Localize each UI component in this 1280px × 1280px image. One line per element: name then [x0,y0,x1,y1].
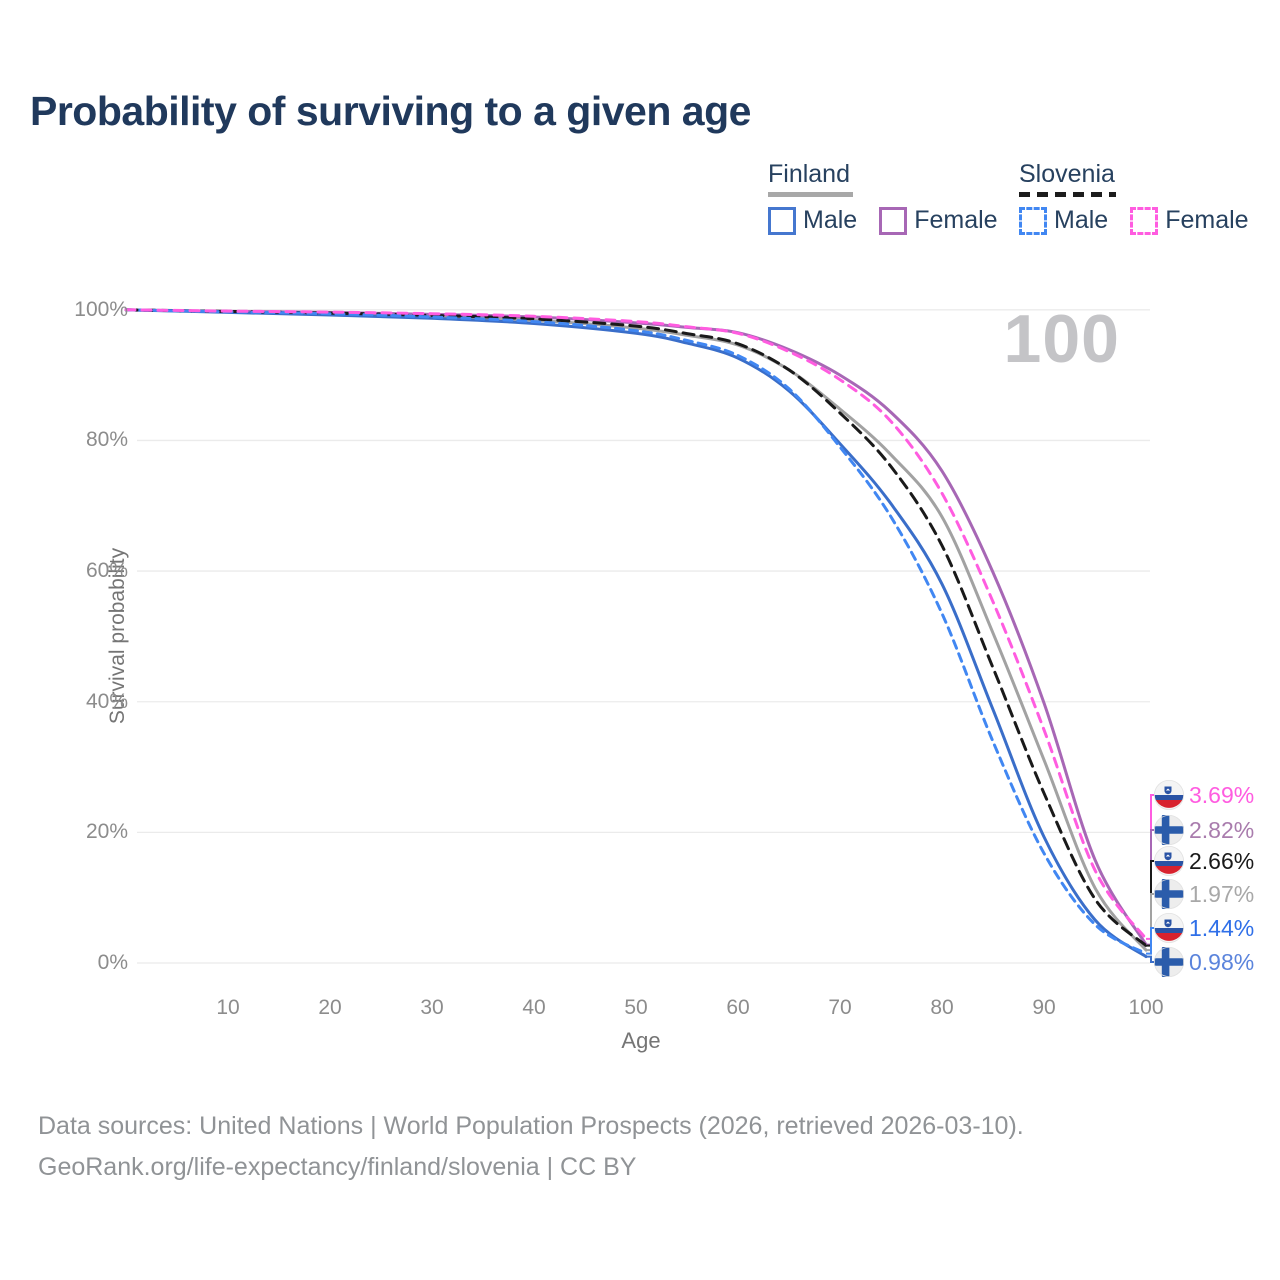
slovenia-flag-icon [1153,779,1185,811]
finland-female-swatch [879,206,908,235]
legend-slovenia-line-sample [1019,192,1116,197]
end-value: 1.44% [1189,914,1255,941]
x-tick-label: 50 [624,996,648,1019]
end-label-slovenia-total: 2.66% [1153,845,1255,877]
slovenia-male-swatch [1019,206,1047,235]
legend-group-finland: Finland Male Female [768,160,998,235]
x-tick-label: 60 [726,996,750,1019]
footer-line-2: GeoRank.org/life-expectancy/finland/slov… [38,1153,637,1181]
end-label-finland-total: 1.97% [1153,878,1255,910]
end-value: 2.66% [1189,847,1255,874]
y-tick-label: 0% [97,951,128,974]
legend-label: Female [914,206,998,234]
x-tick-label: 40 [522,996,546,1019]
slovenia-female-swatch [1130,206,1159,235]
end-label-slovenia-male: 1.44% [1153,912,1255,944]
x-tick-label: 20 [318,996,342,1019]
x-tick-label: 90 [1032,996,1056,1019]
legend-label: Female [1165,206,1249,234]
end-label-finland-male: 0.98% [1153,946,1255,978]
end-value: 0.98% [1189,948,1255,975]
y-tick-label: 100% [74,297,128,321]
y-tick-label: 40% [85,689,128,713]
x-tick-label: 10 [216,996,240,1019]
legend-item-slovenia-female[interactable]: Female [1130,206,1249,235]
finland-flag-icon [1153,946,1185,978]
x-tick-label: 100 [1128,996,1164,1019]
end-label-finland-female: 2.82% [1153,814,1255,846]
end-value: 1.97% [1189,880,1255,907]
legend-finland-line-sample [768,192,853,197]
curve-slovenia-female [124,308,1148,941]
y-tick-label: 80% [85,428,128,452]
data-sources-footer: Data sources: United Nations | World Pop… [38,1106,1024,1188]
x-tick-label: 70 [828,996,852,1019]
legend-label: Male [1054,206,1109,234]
curve-finland-both-sexes- [124,308,1148,952]
finland-flag-icon [1153,878,1185,910]
end-value: 2.82% [1189,816,1255,843]
curve-finland-male [124,308,1148,959]
y-tick-label: 60% [85,559,128,583]
curve-slovenia-both-sexes- [124,308,1148,948]
slovenia-flag-icon [1153,845,1185,877]
y-tick-label: 20% [85,820,128,844]
page-title: Probability of surviving to a given age [30,88,751,134]
x-tick-label: 80 [930,996,954,1019]
legend-finland-name: Finland [768,160,850,188]
x-tick-label: 30 [420,996,444,1019]
legend-item-slovenia-male[interactable]: Male [1019,206,1108,235]
curve-finland-female [124,308,1148,947]
legend-label: Male [803,206,858,234]
footer-line-1: Data sources: United Nations | World Pop… [38,1112,1024,1140]
legend-group-slovenia: Slovenia Male Female [1019,160,1249,235]
slovenia-flag-icon [1153,912,1185,944]
end-value: 3.69% [1189,781,1255,808]
curve-slovenia-male [124,308,1148,956]
legend-item-finland-female[interactable]: Female [879,206,998,235]
age-watermark: 100 [1003,301,1120,377]
legend-item-finland-male[interactable]: Male [768,206,857,235]
x-axis-title: Age [621,1028,661,1053]
end-label-slovenia-female: 3.69% [1153,779,1255,811]
legend-slovenia-name: Slovenia [1019,160,1115,188]
finland-flag-icon [1153,814,1185,846]
finland-male-swatch [768,206,796,235]
